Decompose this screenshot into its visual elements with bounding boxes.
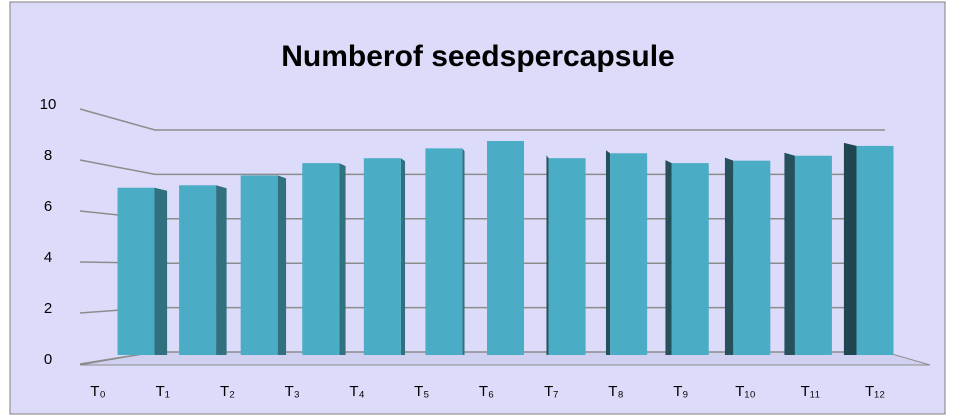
bar: [546, 155, 586, 355]
bar: [724, 157, 771, 355]
y-tick-label: 8: [44, 147, 52, 164]
x-tick-label: T₁₂: [865, 383, 885, 400]
x-tick-label: T₇: [544, 383, 558, 400]
bar-front: [487, 140, 524, 355]
bar: [605, 150, 648, 355]
x-tick-label: T₁₀: [735, 383, 755, 400]
bar-side: [546, 155, 549, 355]
y-tick-label: 10: [40, 96, 57, 113]
bar-front: [671, 163, 709, 355]
bar-front: [794, 155, 832, 355]
bar-front: [856, 145, 894, 355]
bar: [784, 152, 832, 355]
y-tick-label: 0: [44, 351, 52, 368]
x-tick-label: T₀: [90, 383, 105, 400]
chart-title: Numberof seedspercapsule: [281, 40, 674, 73]
bar-side: [665, 160, 672, 355]
y-tick-label: 4: [44, 249, 52, 266]
x-tick-label: T₃: [285, 383, 300, 400]
x-tick-label: T₁: [156, 383, 170, 400]
bar-front: [302, 163, 340, 355]
x-tick-label: T₉: [673, 383, 688, 400]
bar: [425, 148, 465, 355]
bar-front: [363, 158, 401, 355]
bar: [843, 142, 894, 355]
bar-side: [724, 157, 734, 355]
bar-side: [605, 150, 611, 355]
bar: [117, 187, 168, 355]
x-tick-label: T₆: [479, 383, 494, 400]
bar-front: [179, 185, 217, 355]
bar-side: [339, 163, 346, 355]
bar-side: [154, 187, 168, 355]
bar: [240, 175, 287, 355]
y-tick-label: 6: [44, 198, 52, 215]
bar-front: [117, 187, 155, 355]
bar-side: [784, 152, 795, 355]
bar-front: [240, 175, 278, 355]
bar: [363, 158, 406, 355]
bar: [179, 185, 227, 355]
bar-side: [843, 142, 857, 355]
x-tick-label: T₂: [220, 383, 235, 400]
x-tick-label: T₅: [414, 383, 429, 400]
grid-line: [79, 108, 885, 131]
y-tick-label: 2: [44, 300, 52, 317]
x-tick-label: T₄: [349, 383, 364, 400]
x-tick-label: T₈: [608, 383, 623, 400]
bar: [487, 140, 524, 355]
bar-side: [216, 185, 227, 355]
bar-side: [400, 158, 406, 355]
bar-side: [277, 175, 287, 355]
x-tick-label: T₁₁: [801, 383, 820, 400]
bar-side: [462, 148, 465, 355]
bar-front: [548, 158, 586, 355]
bar-front: [610, 153, 648, 355]
bar: [302, 163, 346, 355]
bar: [665, 160, 709, 355]
bar-front: [733, 160, 771, 355]
bar-front: [425, 148, 463, 355]
